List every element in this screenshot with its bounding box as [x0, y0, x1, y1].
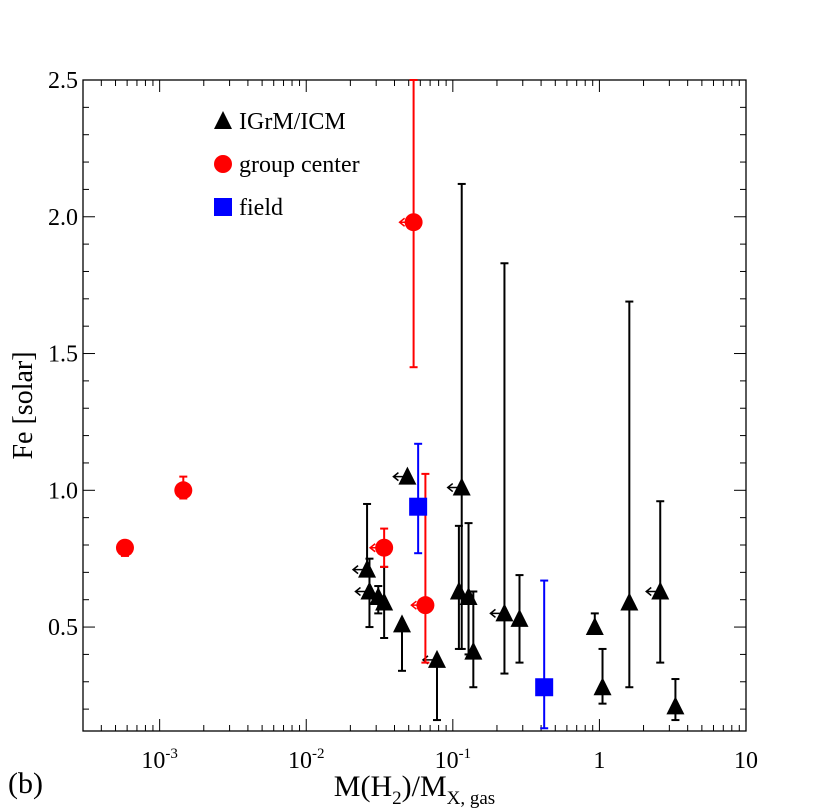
triangle-marker — [452, 477, 471, 496]
data-point — [174, 475, 193, 500]
x-tick-label: 10 — [734, 748, 758, 774]
legend-square-icon — [214, 198, 232, 216]
triangle-marker — [495, 603, 514, 622]
data-point — [449, 524, 468, 650]
data-point — [510, 574, 529, 664]
legend-label: IGrM/ICM — [239, 109, 346, 135]
series-field — [409, 442, 554, 730]
triangle-marker — [360, 581, 379, 600]
circle-marker — [404, 213, 423, 232]
legend-label: group center — [239, 152, 360, 178]
legend-circle-icon — [214, 155, 232, 173]
triangle-marker — [620, 592, 639, 611]
x-tick-label: 10-2 — [288, 746, 325, 774]
axes-layer: 10-3 10-2 10-1 1 10 0.5 1.0 1.5 2.0 2.5 Fe [solar]… — [8, 68, 758, 809]
x-tick-label: 10-3 — [141, 746, 178, 774]
triangle-marker — [593, 677, 612, 696]
data-point — [585, 612, 604, 636]
triangle-marker — [375, 592, 394, 611]
triangle-marker — [449, 581, 468, 600]
x-tick-label: 10-1 — [435, 746, 472, 774]
square-marker — [409, 497, 428, 516]
data-point — [354, 557, 379, 629]
data-point — [398, 79, 423, 369]
triangle-marker — [510, 608, 529, 627]
data-point — [351, 502, 377, 578]
legend: IGrM/ICM group center field — [214, 109, 360, 221]
data-point — [368, 527, 394, 568]
panel-label: (b) — [8, 767, 43, 800]
triangle-marker — [585, 617, 604, 636]
data-point — [392, 466, 417, 485]
y-tick-label: 2.0 — [48, 205, 78, 231]
data-point — [392, 614, 411, 672]
square-marker — [535, 678, 554, 697]
data-point — [115, 538, 134, 557]
legend-label: field — [239, 195, 283, 221]
data-point — [421, 649, 447, 722]
y-tick-label: 1.5 — [48, 342, 78, 368]
circle-marker — [115, 538, 134, 557]
triangle-marker — [358, 559, 377, 578]
series-layer — [115, 79, 685, 730]
data-point — [620, 300, 639, 689]
triangle-marker — [666, 696, 685, 715]
data-point — [409, 442, 428, 555]
x-tick-label: 1 — [593, 748, 605, 774]
data-point — [535, 579, 554, 730]
circle-marker — [375, 538, 394, 557]
data-point — [489, 262, 514, 675]
data-point — [446, 182, 471, 650]
data-point — [593, 647, 612, 705]
legend-triangle-icon — [214, 111, 232, 129]
triangle-marker — [398, 466, 417, 485]
data-point — [464, 590, 483, 689]
y-axis-label: Fe [solar] — [8, 351, 39, 459]
y-tick-label: 2.5 — [48, 68, 78, 94]
x-axis-label: M(H2)/MX, gas — [334, 770, 495, 809]
circle-marker — [416, 596, 435, 615]
y-tick-label: 1.0 — [48, 478, 78, 504]
triangle-marker — [464, 641, 483, 660]
circle-marker — [174, 481, 193, 500]
data-point — [666, 678, 685, 722]
triangle-marker — [428, 649, 447, 668]
triangle-marker — [392, 614, 411, 633]
y-tick-label: 0.5 — [48, 615, 78, 641]
triangle-marker — [651, 581, 670, 600]
data-point — [645, 500, 670, 664]
series-igrm-icm — [351, 182, 685, 722]
